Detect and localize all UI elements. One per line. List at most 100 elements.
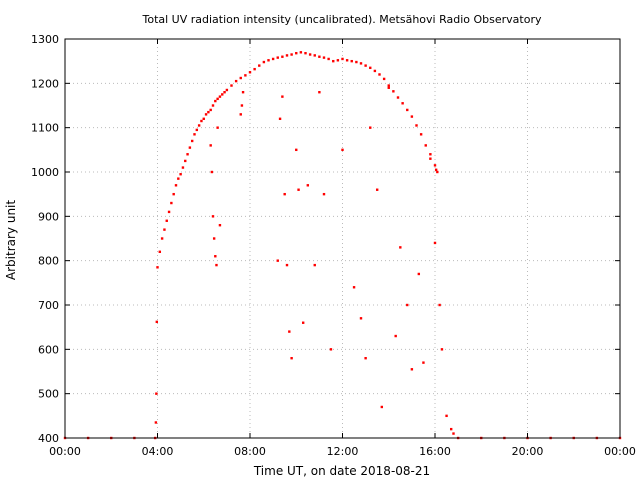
- data-point: [429, 153, 432, 156]
- data-point: [225, 88, 229, 92]
- data-point: [297, 188, 300, 191]
- data-point: [234, 79, 238, 83]
- data-point: [170, 201, 173, 205]
- data-point: [318, 91, 321, 94]
- data-point: [394, 334, 397, 338]
- data-point: [193, 133, 196, 136]
- y-tick-label: 1300: [31, 33, 59, 46]
- data-point: [278, 117, 282, 120]
- data-point: [288, 330, 291, 333]
- y-axis-title: Arbitrary unit: [4, 200, 18, 280]
- data-point: [378, 73, 381, 76]
- data-point: [318, 55, 321, 58]
- data-point: [240, 104, 244, 107]
- x-tick-label: 20:00: [512, 445, 544, 458]
- data-point: [419, 133, 423, 136]
- data-point: [401, 102, 404, 105]
- data-point: [281, 55, 284, 58]
- data-point: [369, 126, 372, 129]
- data-point: [200, 119, 203, 123]
- x-tick-label: 12:00: [327, 445, 359, 458]
- data-point: [299, 51, 303, 54]
- data-point: [322, 192, 326, 196]
- data-point: [301, 321, 305, 324]
- data-point: [174, 184, 178, 187]
- data-point: [422, 361, 425, 364]
- data-point: [440, 348, 444, 351]
- data-point: [350, 59, 353, 63]
- data-point: [184, 159, 187, 163]
- data-points: [63, 51, 622, 440]
- data-point: [433, 164, 437, 167]
- y-tick-label: 800: [38, 255, 59, 268]
- data-point: [214, 99, 217, 103]
- data-point: [209, 108, 212, 112]
- data-point: [392, 90, 395, 93]
- data-point: [211, 104, 215, 107]
- data-point: [359, 317, 363, 320]
- data-point: [230, 84, 233, 87]
- data-point: [253, 67, 256, 71]
- data-point: [218, 95, 222, 98]
- y-tick-label: 1200: [31, 77, 59, 90]
- y-tick-label: 400: [38, 432, 59, 445]
- data-point: [396, 96, 400, 99]
- data-point: [216, 97, 219, 101]
- data-point: [434, 168, 438, 171]
- data-point: [195, 128, 199, 132]
- data-point: [267, 59, 270, 62]
- data-point: [197, 124, 201, 127]
- data-point: [345, 59, 349, 62]
- data-point: [380, 405, 384, 409]
- plot-frame: [64, 38, 621, 439]
- data-point: [239, 113, 242, 116]
- data-point: [387, 84, 390, 87]
- data-point: [355, 60, 358, 64]
- data-point: [262, 60, 266, 64]
- data-point: [207, 110, 210, 114]
- data-point: [313, 263, 316, 267]
- data-point: [241, 91, 245, 94]
- grid-lines: [65, 39, 620, 438]
- data-point: [452, 432, 455, 435]
- data-point: [202, 117, 205, 120]
- data-point: [406, 303, 409, 307]
- data-point: [281, 95, 284, 98]
- data-point: [181, 166, 185, 169]
- data-point: [438, 303, 441, 307]
- data-point: [424, 144, 427, 147]
- y-tick-label: 1100: [31, 122, 59, 135]
- data-point: [223, 91, 226, 94]
- data-point: [313, 54, 316, 57]
- data-point: [221, 93, 224, 96]
- data-point: [341, 57, 344, 61]
- data-point: [177, 177, 180, 180]
- data-point: [445, 414, 448, 418]
- tick-labels: 400 500 600 700 800 900 1000 1100 1200 1300 00:00 0…: [31, 33, 636, 458]
- data-point: [244, 74, 247, 77]
- data-point: [258, 64, 261, 67]
- x-tick-label: 08:00: [234, 445, 266, 458]
- data-point: [188, 146, 192, 149]
- data-point: [352, 286, 356, 289]
- data-point: [165, 219, 168, 222]
- x-tick-label: 16:00: [419, 445, 451, 458]
- data-point: [449, 427, 453, 431]
- data-point: [155, 320, 159, 324]
- data-point: [290, 53, 293, 56]
- data-point: [373, 69, 377, 73]
- data-point: [399, 246, 402, 249]
- data-point: [283, 192, 286, 196]
- data-point: [410, 368, 414, 371]
- data-point: [375, 188, 379, 191]
- x-tick-label: 04:00: [142, 445, 174, 458]
- y-tick-label: 500: [38, 388, 59, 401]
- data-point: [179, 173, 182, 176]
- data-point: [364, 64, 367, 67]
- data-point: [276, 56, 279, 59]
- data-point: [332, 59, 335, 63]
- data-point: [190, 139, 194, 143]
- data-point: [290, 357, 293, 360]
- data-point: [155, 392, 158, 395]
